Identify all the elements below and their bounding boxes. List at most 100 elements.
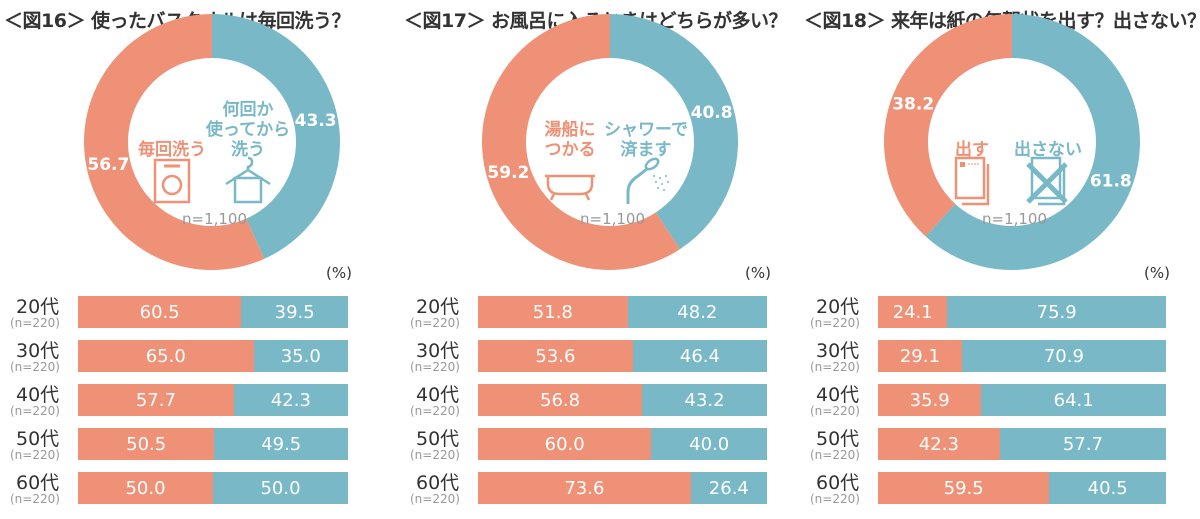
bar-segment-1: 50.5	[78, 428, 215, 460]
slice-value-label: 61.8	[1090, 171, 1132, 191]
bar-segment-2: 50.0	[213, 472, 348, 504]
bar-row: 30代 (n=220) 29.1 70.9	[800, 340, 1200, 374]
donut-slice-1	[83, 14, 265, 270]
bar-segment-2: 75.9	[947, 296, 1166, 328]
stacked-bar: 29.1 70.9	[878, 340, 1166, 372]
unit-label: (%)	[326, 264, 352, 282]
age-label: 50代	[16, 428, 60, 450]
bar-row: 50代 (n=220) 60.0 40.0	[400, 428, 800, 462]
donut-chart: 43.3 56.7	[83, 14, 340, 270]
towel-hanger-icon	[225, 156, 271, 204]
bar-row: 60代 (n=220) 73.6 26.4	[400, 472, 800, 506]
age-label: 50代	[816, 428, 860, 450]
bar-segment-1: 60.0	[478, 428, 652, 460]
bar-segment-2: 43.2	[642, 384, 767, 416]
chart-panel-3: ＜図18＞ 来年は紙の年賀状を出す？出さない？61.838.2出す出さないn=1…	[800, 0, 1200, 519]
bar-segment-1: 35.9	[878, 384, 982, 416]
slice-name-label: シャワーで 済ます	[604, 120, 688, 160]
bar-row: 50代 (n=220) 50.5 49.5	[0, 428, 400, 462]
bar-row: 30代 (n=220) 65.0 35.0	[0, 340, 400, 374]
n-label: (n=220)	[10, 404, 60, 418]
bar-segment-2: 64.1	[981, 384, 1166, 416]
postcard-icon	[954, 156, 990, 206]
donut-slice-2	[925, 14, 1140, 270]
stacked-bar: 60.0 40.0	[478, 428, 767, 460]
n-label: (n=220)	[810, 316, 860, 330]
age-label: 40代	[416, 384, 460, 406]
bar-row: 60代 (n=220) 50.0 50.0	[0, 472, 400, 506]
n-label: (n=220)	[410, 360, 460, 374]
stacked-bar: 51.8 48.2	[478, 296, 767, 328]
age-label: 40代	[16, 384, 60, 406]
n-label: (n=220)	[410, 492, 460, 506]
bar-segment-1: 29.1	[878, 340, 962, 372]
n-label: (n=220)	[810, 404, 860, 418]
stacked-bar: 56.8 43.2	[478, 384, 767, 416]
age-label: 30代	[16, 340, 60, 362]
age-label: 60代	[416, 472, 460, 494]
age-label: 60代	[16, 472, 60, 494]
slice-name-label: 出さない	[1014, 140, 1082, 160]
bar-row: 50代 (n=220) 42.3 57.7	[800, 428, 1200, 462]
n-label: (n=220)	[810, 448, 860, 462]
slice-name-label: 何回か 使ってから 洗う	[205, 100, 291, 160]
bar-row: 20代 (n=220) 24.1 75.9	[800, 296, 1200, 330]
bar-segment-2: 46.4	[632, 340, 767, 372]
bar-segment-1: 56.8	[478, 384, 643, 416]
donut-slice-2	[212, 14, 340, 259]
age-label: 40代	[816, 384, 860, 406]
bar-segment-2: 40.0	[651, 428, 767, 460]
age-label: 20代	[416, 296, 460, 318]
stacked-bar: 42.3 57.7	[878, 428, 1166, 460]
n-label: (n=220)	[410, 316, 460, 330]
slice-value-label: 59.2	[487, 163, 529, 183]
stacked-bar: 24.1 75.9	[878, 296, 1166, 328]
washing-machine-icon	[153, 158, 191, 204]
bar-row: 30代 (n=220) 53.6 46.4	[400, 340, 800, 374]
n-label: (n=220)	[410, 448, 460, 462]
bar-segment-1: 50.0	[78, 472, 213, 504]
n-label: (n=220)	[410, 404, 460, 418]
age-label: 30代	[416, 340, 460, 362]
bar-segment-2: 42.3	[233, 384, 348, 416]
bar-row: 20代 (n=220) 51.8 48.2	[400, 296, 800, 330]
unit-label: (%)	[745, 264, 771, 282]
stacked-bar: 50.0 50.0	[78, 472, 348, 504]
bar-segment-2: 70.9	[961, 340, 1166, 372]
bar-row: 40代 (n=220) 35.9 64.1	[800, 384, 1200, 418]
donut-chart: 40.8 59.2	[481, 14, 738, 270]
n-label: (n=220)	[10, 448, 60, 462]
slice-value-label: 56.7	[87, 155, 129, 175]
n-label: (n=220)	[810, 492, 860, 506]
n-label: (n=220)	[10, 360, 60, 374]
slice-name-label: 出す	[955, 140, 989, 160]
slice-value-label: 43.3	[295, 111, 337, 131]
slice-name-label: 毎回洗う	[138, 140, 206, 160]
bar-segment-2: 26.4	[690, 472, 767, 504]
age-label: 20代	[816, 296, 860, 318]
bar-segment-2: 48.2	[627, 296, 767, 328]
bar-segment-2: 49.5	[214, 428, 348, 460]
n-label: (n=220)	[810, 360, 860, 374]
stacked-bar: 50.5 49.5	[78, 428, 348, 460]
slice-name-label: 湯船に つかる	[544, 120, 596, 160]
n-label: (n=220)	[10, 316, 60, 330]
stacked-bar: 57.7 42.3	[78, 384, 348, 416]
stacked-bar: 65.0 35.0	[78, 340, 348, 372]
bar-segment-2: 57.7	[999, 428, 1166, 460]
sample-size: n=1,100	[580, 210, 646, 228]
bar-segment-1: 65.0	[78, 340, 254, 372]
donut-slice-2	[610, 14, 738, 250]
bar-row: 40代 (n=220) 56.8 43.2	[400, 384, 800, 418]
slice-value-label: 40.8	[691, 103, 733, 123]
bar-row: 40代 (n=220) 57.7 42.3	[0, 384, 400, 418]
bar-segment-2: 39.5	[241, 296, 348, 328]
bar-row: 60代 (n=220) 59.5 40.5	[800, 472, 1200, 506]
age-label: 20代	[16, 296, 60, 318]
age-label: 60代	[816, 472, 860, 494]
bar-segment-2: 35.0	[253, 340, 348, 372]
unit-label: (%)	[1144, 264, 1170, 282]
bathtub-icon	[545, 174, 595, 201]
bar-segment-2: 40.5	[1049, 472, 1166, 504]
